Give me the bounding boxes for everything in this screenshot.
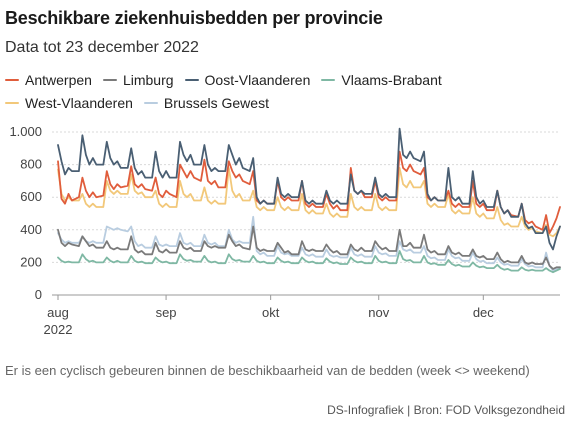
- series-line-west-vlaanderen: [57, 167, 561, 238]
- series-line-vlaams-brabant: [57, 250, 561, 274]
- series-line-antwerpen: [57, 150, 561, 234]
- legend-row-1: Antwerpen Limburg Oost-Vlaanderen Vlaams…: [5, 68, 565, 91]
- chart-subtitle: Data tot 23 december 2022: [5, 39, 199, 56]
- legend-swatch-brussels-gewest: [143, 101, 158, 104]
- legend-item-vlaams-brabant[interactable]: Vlaams-Brabant: [321, 71, 442, 88]
- legend-label-limburg: Limburg: [122, 71, 174, 88]
- legend-swatch-limburg: [102, 78, 117, 81]
- y-tick-label: 200: [20, 254, 42, 269]
- chart-title: Beschikbare ziekenhuisbedden per provinc…: [5, 8, 383, 28]
- y-tick-label: 600: [20, 189, 42, 204]
- legend-label-antwerpen: Antwerpen: [25, 71, 92, 88]
- series-line-limburg: [57, 225, 561, 270]
- series-line-oost-vlaanderen: [57, 127, 561, 251]
- x-tick-label: aug: [47, 305, 69, 320]
- legend-swatch-antwerpen: [5, 78, 19, 81]
- legend-swatch-west-vlaanderen: [5, 101, 19, 104]
- y-tick-label: 0: [35, 287, 42, 302]
- chart-source: DS-Infografiek | Bron: FOD Volksgezondhe…: [327, 403, 565, 417]
- legend-item-limburg[interactable]: Limburg: [102, 71, 174, 88]
- legend-item-antwerpen[interactable]: Antwerpen: [5, 72, 92, 88]
- legend-swatch-oost-vlaanderen: [184, 78, 199, 81]
- legend-item-brussels-gewest[interactable]: Brussels Gewest: [143, 94, 269, 111]
- series-line-brussels-gewest: [57, 215, 561, 272]
- legend-label-brussels-gewest: Brussels Gewest: [163, 94, 269, 111]
- legend-item-oost-vlaanderen[interactable]: Oost-Vlaanderen: [184, 71, 311, 88]
- legend: Antwerpen Limburg Oost-Vlaanderen Vlaams…: [5, 68, 565, 114]
- x-tick-label: sep: [156, 305, 177, 320]
- legend-label-west-vlaanderen: West-Vlaanderen: [25, 94, 133, 111]
- x-tick-label: okt: [262, 305, 280, 320]
- y-tick-label: 800: [20, 157, 42, 172]
- y-tick-label: 400: [20, 222, 42, 237]
- x-tick-label: nov: [368, 305, 389, 320]
- x-tick-label: dec: [473, 305, 494, 320]
- legend-label-oost-vlaanderen: Oost-Vlaanderen: [204, 71, 311, 88]
- legend-item-west-vlaanderen[interactable]: West-Vlaanderen: [5, 95, 133, 111]
- legend-row-2: West-Vlaanderen Brussels Gewest: [5, 91, 565, 114]
- legend-swatch-vlaams-brabant: [321, 78, 336, 81]
- legend-label-vlaams-brabant: Vlaams-Brabant: [341, 71, 442, 88]
- chart-note: Er is een cyclisch gebeuren binnen de be…: [5, 363, 530, 378]
- y-tick-label: 1.000: [9, 124, 42, 139]
- x-tick-sublabel: 2022: [44, 322, 73, 337]
